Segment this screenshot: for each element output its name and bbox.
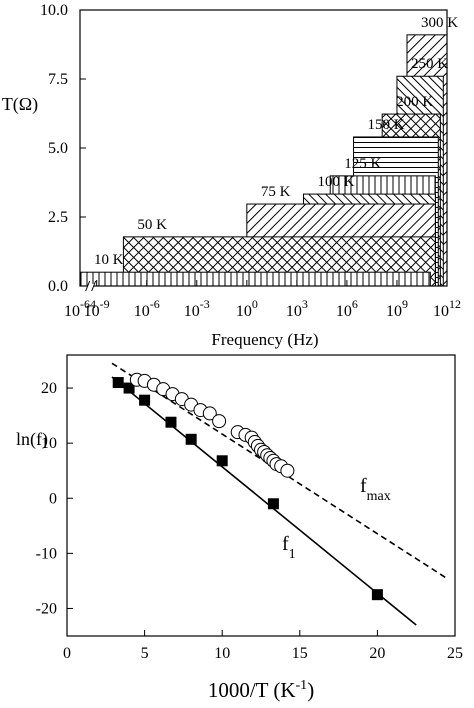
point <box>371 589 383 601</box>
bar-label: 100 K <box>318 174 355 190</box>
x-tick-label: 20 <box>369 645 385 662</box>
point <box>185 433 197 445</box>
annotation-text: f <box>360 475 367 497</box>
y-tick-label: 5.0 <box>48 140 68 157</box>
y-tick-label: -10 <box>36 545 57 562</box>
x-tick-label: 25 <box>447 645 463 662</box>
annotation-sub: 1 <box>289 547 296 562</box>
x-tick-label: 10-6 <box>134 297 160 320</box>
bar <box>79 271 431 287</box>
point <box>112 377 124 389</box>
x-tick-label: 100 <box>236 297 258 320</box>
y-tick-label: 10 <box>41 435 57 452</box>
x-axis-label-sup: -1 <box>296 678 308 693</box>
x-tick-label: 106 <box>336 297 358 320</box>
x-axis-label: 1000/T (K-1) <box>208 678 314 702</box>
x-tick-label: 103 <box>286 297 308 320</box>
annotation: f1 <box>282 533 296 562</box>
plot-frame <box>66 354 456 637</box>
y-tick-label: 2.5 <box>48 209 68 226</box>
annotation: fmax <box>360 475 391 504</box>
bar-label: 250 K <box>411 56 448 72</box>
x-axis-label: Frequency (Hz) <box>211 330 318 349</box>
x-tick-label: 0 <box>63 645 71 662</box>
bar-label: 75 K <box>261 184 291 200</box>
fit-line <box>111 376 417 626</box>
axis-break <box>85 280 97 292</box>
x-axis-label-text: 1000/T (K <box>208 678 296 702</box>
y-tick-label: 10.0 <box>40 2 68 19</box>
bar-label: 50 K <box>137 217 167 233</box>
x-tick-label: 109 <box>386 297 408 320</box>
point <box>202 406 217 421</box>
x-tick-label: 10-64 <box>64 297 96 320</box>
x-tick-label: 15 <box>292 645 308 662</box>
point <box>280 463 295 478</box>
annotation-text: f <box>282 533 289 555</box>
fit-line <box>111 362 447 579</box>
y-tick-label: 0.0 <box>48 278 68 295</box>
y-tick-label: -20 <box>36 600 57 617</box>
x-tick-label: 10-9 <box>84 297 110 320</box>
point <box>216 455 228 467</box>
bar-label: 150 K <box>368 117 405 133</box>
y-axis-label: ln(f) <box>16 429 48 450</box>
y-tick-label: 7.5 <box>48 71 68 88</box>
x-tick-label: 10 <box>214 645 230 662</box>
point <box>212 414 227 429</box>
x-tick-label: 10-3 <box>184 297 210 320</box>
point <box>123 382 135 394</box>
axis-break-gap <box>87 284 94 288</box>
y-tick-label: 0 <box>49 490 57 507</box>
point <box>267 498 279 510</box>
x-axis-label-tail: ) <box>307 678 314 702</box>
bar-label: 10 K <box>94 252 124 268</box>
bar-label: 125 K <box>344 156 381 172</box>
x-tick-label: 1012 <box>433 297 461 320</box>
bar-label: 300 K <box>421 15 458 31</box>
point <box>165 416 177 428</box>
x-tick-label: 5 <box>141 645 149 662</box>
y-axis-label: T(Ω) <box>2 94 38 115</box>
bar-label: 200 K <box>396 94 433 110</box>
y-tick-label: 20 <box>41 380 57 397</box>
point <box>139 394 151 406</box>
annotation-sub: max <box>367 489 391 504</box>
